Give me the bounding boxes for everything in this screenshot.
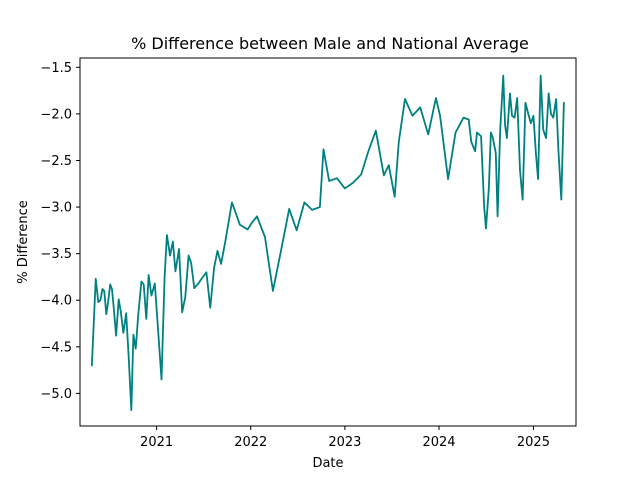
x-tick-label: 2023 — [328, 435, 361, 450]
y-tick-label: −4.0 — [40, 294, 72, 309]
x-tick-label: 2025 — [517, 435, 550, 450]
x-tick-label: 2022 — [234, 435, 267, 450]
y-tick-label: −3.5 — [40, 247, 72, 262]
y-axis-label: % Difference — [16, 200, 31, 284]
y-tick-label: −1.5 — [40, 61, 72, 76]
x-tick-label: 2024 — [422, 435, 455, 450]
x-axis-label: Date — [312, 456, 343, 471]
x-axis-ticks: 2021 2022 2023 2024 2025 — [140, 426, 550, 450]
series-layer — [90, 74, 565, 412]
series-line — [90, 74, 565, 412]
axes-frame — [79, 57, 577, 427]
y-tick-label: −5.0 — [40, 387, 72, 402]
chart-title: % Difference between Male and National A… — [131, 34, 529, 53]
y-tick-label: −2.0 — [40, 107, 72, 122]
y-tick-label: −3.0 — [40, 201, 72, 216]
y-tick-label: −4.5 — [40, 340, 72, 355]
x-tick-label: 2021 — [140, 435, 173, 450]
y-axis-ticks: −5.0 −4.5 −4.0 −3.5 −3.0 −2.5 −2.0 −1.5 — [40, 61, 80, 402]
y-tick-label: −2.5 — [40, 154, 72, 169]
